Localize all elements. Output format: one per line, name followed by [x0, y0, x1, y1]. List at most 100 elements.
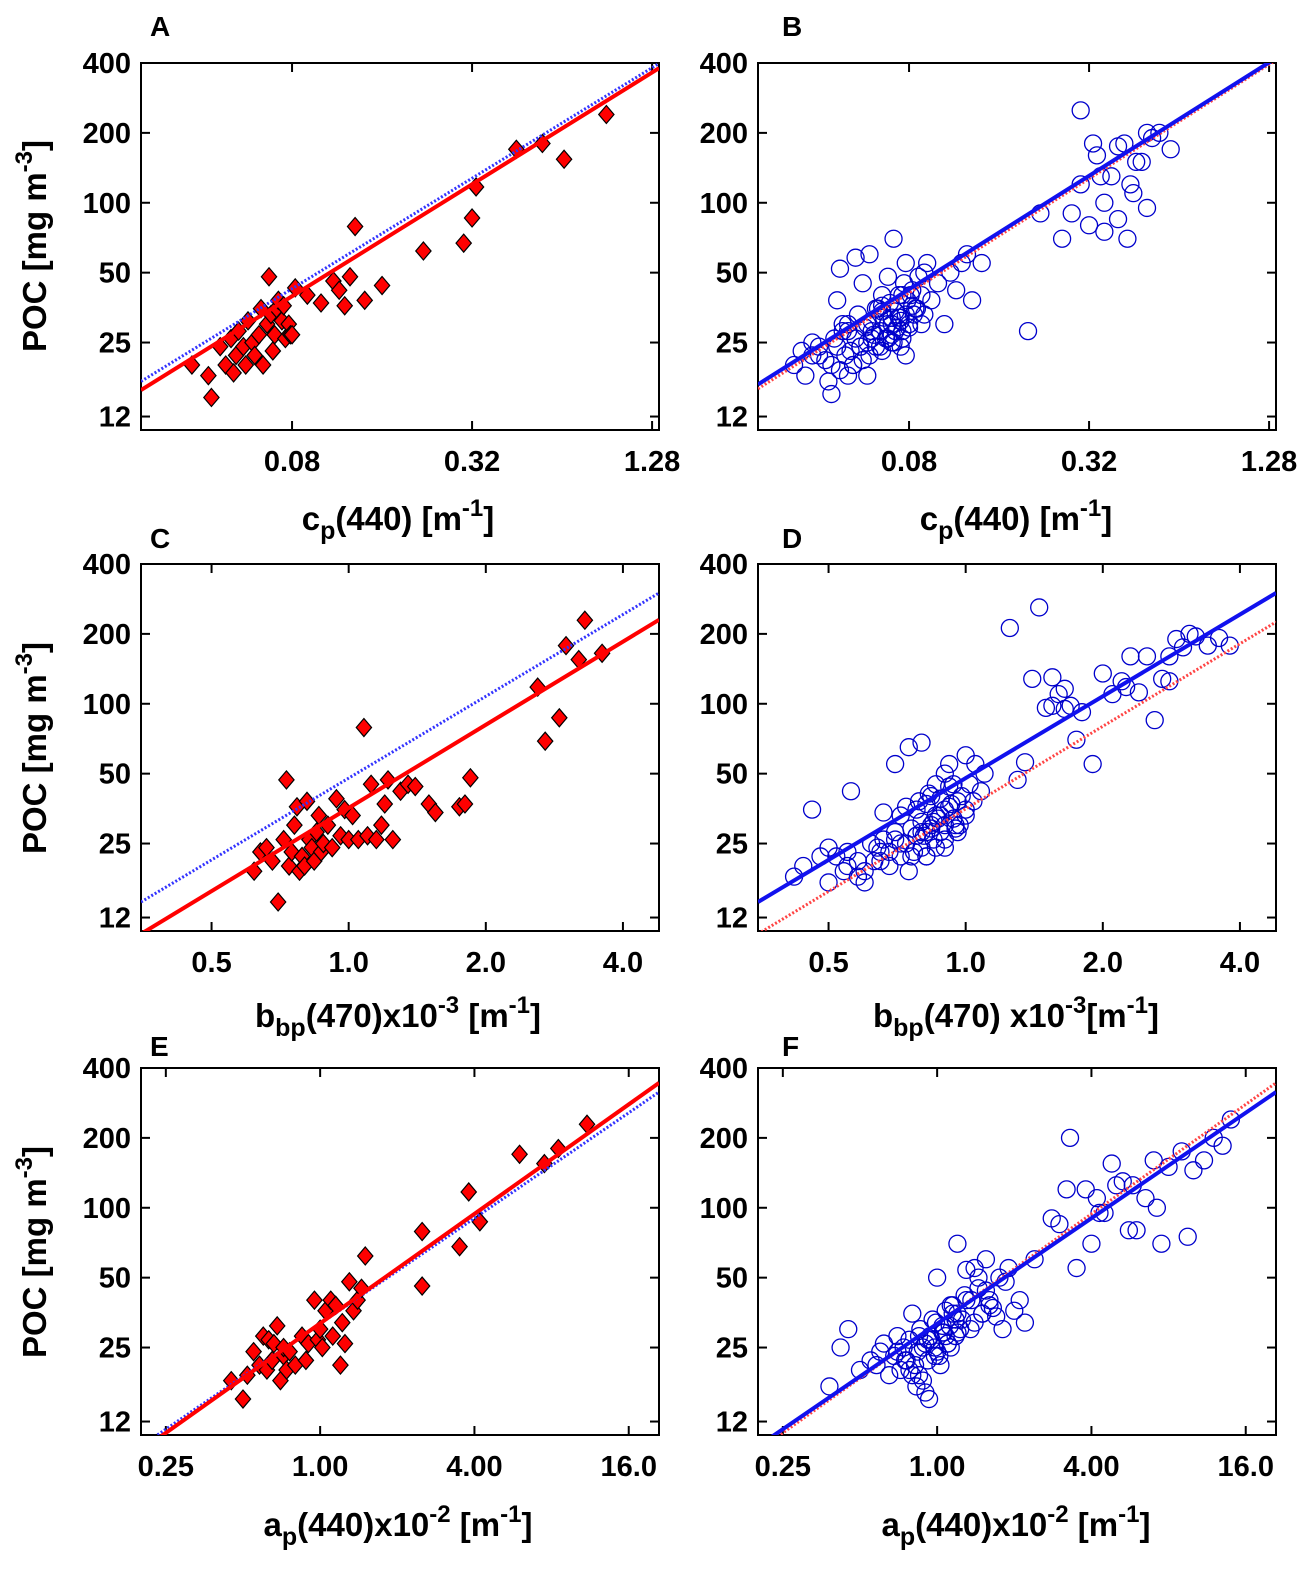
data-point-circle: [935, 800, 954, 819]
data-point-circle: [1127, 152, 1146, 172]
data-point-diamond: [557, 635, 575, 656]
data-point-diamond: [367, 829, 385, 850]
data-point-diamond: [413, 1221, 431, 1242]
data-point-circle: [948, 1323, 967, 1342]
data-point-circle: [1000, 618, 1019, 638]
data-point-circle: [1213, 1136, 1232, 1155]
dotted-fit-line: [141, 63, 659, 383]
y-tick-label: 200: [700, 619, 748, 651]
x-tick-label: 1.00: [909, 1451, 965, 1483]
data-point-diamond: [356, 1246, 374, 1266]
data-point-circle: [922, 816, 941, 835]
data-point-circle: [942, 794, 961, 814]
y-tick-label: 200: [83, 118, 131, 150]
panel-label-B: B: [782, 11, 802, 42]
dotted-fit-line: [141, 591, 659, 904]
data-point-circle: [1015, 1313, 1035, 1332]
data-point-circle: [870, 337, 890, 356]
data-point-circle: [867, 1355, 886, 1375]
data-point-circle: [941, 1338, 960, 1357]
data-point-circle: [935, 830, 954, 849]
data-point-circle: [884, 229, 903, 248]
data-point-diamond: [346, 216, 364, 237]
data-point-circle: [1121, 175, 1140, 194]
x-tick-label: 0.32: [444, 446, 500, 478]
data-point-diamond: [341, 266, 359, 287]
data-point-circle: [1160, 672, 1179, 691]
y-tick-label: 400: [700, 549, 748, 581]
data-point-circle: [796, 366, 815, 385]
data-point-diamond: [372, 815, 390, 836]
data-point-diamond: [353, 1278, 370, 1299]
y-tick-label: 400: [83, 549, 131, 581]
panel-label-C: C: [150, 523, 170, 554]
data-point-circle: [976, 1281, 996, 1300]
data-point-diamond: [455, 233, 473, 254]
data-point-circle: [1076, 1180, 1095, 1199]
data-point-circle: [1083, 754, 1102, 774]
data-point-circle: [972, 253, 991, 273]
data-point-circle: [834, 862, 853, 881]
data-point-circle: [1060, 1128, 1080, 1148]
data-point-diamond: [463, 208, 481, 228]
data-point-circle: [935, 315, 954, 334]
y-tick-label: 50: [99, 258, 131, 290]
y-tick-label: 12: [716, 903, 748, 935]
axes-frame-B: [757, 62, 1277, 431]
data-point-diamond: [355, 717, 373, 738]
data-point-diamond: [413, 1276, 431, 1296]
data-point-circle: [888, 1326, 907, 1346]
data-point-diamond: [597, 104, 615, 125]
data-point-diamond: [576, 610, 594, 631]
y-tick-label: 200: [83, 619, 131, 651]
data-point-circle: [907, 800, 926, 819]
data-point-diamond: [245, 1341, 263, 1362]
data-point-circle: [1184, 1161, 1203, 1180]
data-point-diamond: [336, 1333, 354, 1354]
x-axis-label-A: cp(440) [m-1]: [302, 495, 495, 545]
y-tick-label: 12: [99, 903, 131, 935]
data-point-diamond: [328, 788, 345, 809]
data-point-diamond: [313, 1337, 331, 1358]
data-point-diamond: [260, 266, 278, 287]
data-point-diamond: [451, 1236, 469, 1257]
data-point-diamond: [330, 280, 348, 301]
y-tick-label: 400: [83, 48, 131, 80]
axes-frame-F: [757, 1067, 1277, 1436]
x-tick-label: 0.08: [264, 446, 320, 478]
data-point-circle: [1137, 647, 1157, 666]
data-point-circle: [874, 803, 893, 822]
y-tick-label: 25: [99, 328, 131, 360]
data-point-circle: [1119, 1221, 1139, 1240]
y-tick-label: 12: [99, 1407, 131, 1439]
data-point-diamond: [234, 1389, 252, 1409]
data-point-circle: [922, 819, 941, 838]
data-point-diamond: [384, 829, 402, 850]
data-point-circle: [962, 291, 982, 310]
data-point-circle: [922, 787, 941, 806]
data-point-circle: [838, 856, 857, 876]
plot-D: 12 25 50 100 200 400 0.5 1.0 2.0 4.0: [700, 549, 1277, 979]
x-tick-label: 0.25: [755, 1451, 811, 1483]
data-point-circle: [878, 267, 898, 286]
data-point-circle: [843, 355, 863, 375]
data-point-diamond: [511, 1144, 529, 1165]
x-tick-label: 4.0: [603, 947, 643, 979]
data-point-circle: [1095, 222, 1114, 241]
data-point-circle: [936, 1326, 955, 1346]
solid-fit-line: [159, 1081, 659, 1435]
data-point-circle: [1087, 146, 1107, 165]
data-point-circle: [1137, 198, 1157, 218]
y-tick-label: 100: [83, 1193, 131, 1225]
data-point-diamond: [285, 815, 303, 836]
x-tick-label: 2.0: [1083, 947, 1123, 979]
data-point-circle: [912, 822, 931, 842]
plot-A: 12 25 50 100 200 400 0.08 0.32 1.28: [83, 48, 681, 478]
data-point-circle: [885, 754, 905, 774]
data-point-diamond: [376, 794, 394, 814]
solid-fit-line: [758, 591, 1276, 904]
y-tick-label: 100: [83, 188, 131, 220]
data-point-circle: [841, 782, 861, 801]
data-point-circle: [962, 1291, 981, 1310]
x-tick-label: 2.0: [466, 947, 506, 979]
